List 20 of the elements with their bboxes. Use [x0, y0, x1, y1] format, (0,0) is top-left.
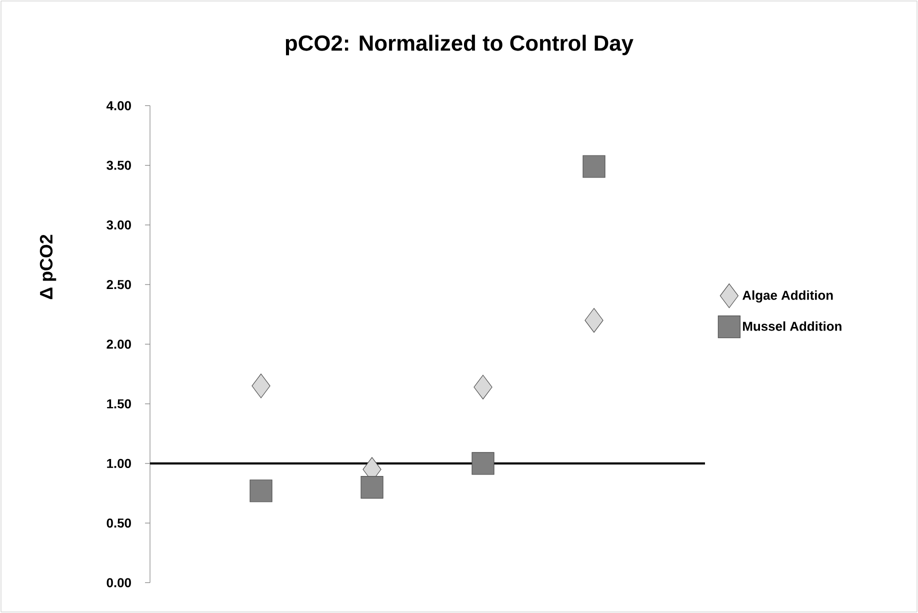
- y-tick-label: 4.00: [106, 101, 131, 110]
- y-tick-label: 0.00: [106, 578, 131, 588]
- point: [250, 480, 272, 502]
- y-tick-label: 0.50: [106, 518, 131, 528]
- point: [474, 374, 492, 400]
- y-tick-label: 2.50: [106, 280, 131, 290]
- point: [472, 452, 494, 475]
- y-tick-label: 3.00: [106, 220, 131, 230]
- y-tick-label: 1.50: [107, 399, 131, 408]
- y-tick-label: 2.00: [106, 340, 131, 349]
- y-tick-label: 3.50: [106, 160, 131, 170]
- point: [584, 308, 604, 333]
- chart-title: pCO2: Normalized to Control Day: [286, 34, 634, 56]
- y-axis-title: Δ pCO2: [40, 234, 56, 300]
- point: [582, 155, 606, 178]
- point: [360, 476, 384, 499]
- y-tick-label: 1.00: [107, 458, 131, 468]
- legend-label: Mussel Addition: [743, 321, 842, 331]
- point: [252, 374, 270, 398]
- legend-label: Algae Addition: [742, 290, 833, 302]
